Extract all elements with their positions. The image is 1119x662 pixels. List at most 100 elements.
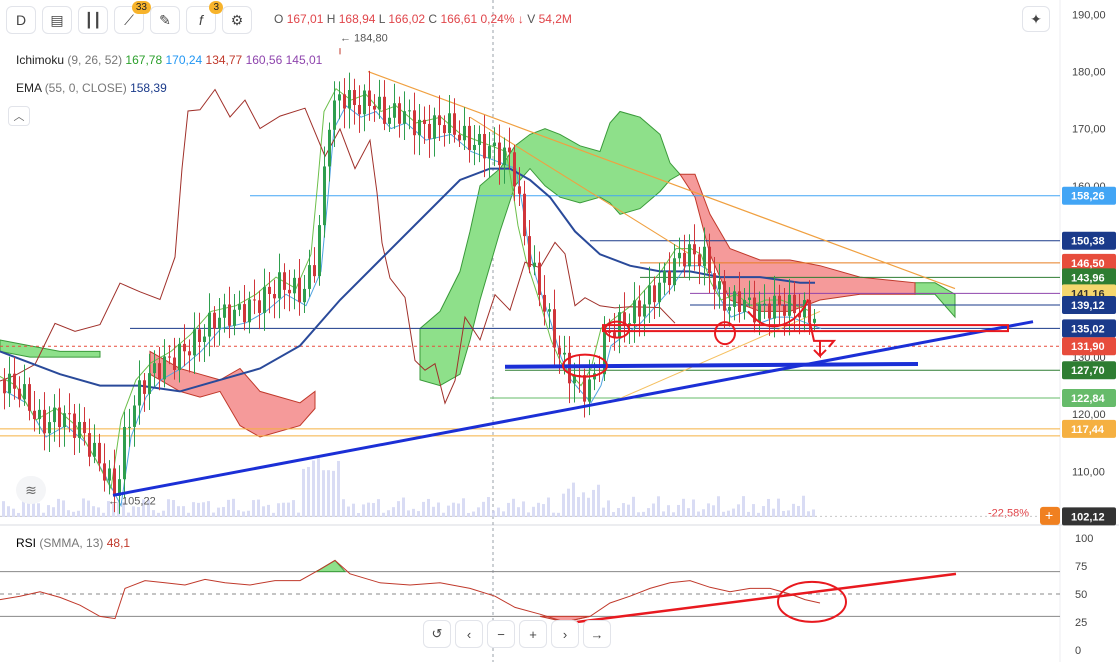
red-arrow-marker bbox=[809, 322, 837, 348]
volume-bar bbox=[217, 507, 220, 517]
descending-trendline-inner bbox=[469, 116, 691, 255]
scroll-left-icon[interactable]: ‹ bbox=[455, 620, 483, 648]
price-label-box bbox=[1062, 319, 1116, 338]
candle-body bbox=[138, 380, 141, 406]
candle-body bbox=[478, 133, 481, 145]
candle-body bbox=[8, 373, 11, 394]
candle-body bbox=[648, 285, 651, 305]
volume-bar bbox=[742, 496, 745, 517]
volume-bar bbox=[482, 501, 485, 517]
volume-bar bbox=[167, 499, 170, 517]
candle-body bbox=[243, 304, 246, 323]
volume-bar bbox=[262, 506, 265, 517]
candle-body bbox=[718, 281, 721, 290]
drawing-icon[interactable]: ✎ bbox=[150, 6, 180, 34]
candle-body bbox=[553, 309, 556, 348]
volume-bar bbox=[137, 507, 140, 517]
chikou-line bbox=[0, 88, 676, 405]
candle-body bbox=[273, 293, 276, 299]
calendar-bar-icon[interactable]: ▤ bbox=[42, 6, 72, 34]
volume-bar bbox=[727, 510, 730, 517]
zoom-out-icon[interactable]: − bbox=[487, 620, 515, 648]
candle-body bbox=[173, 357, 176, 370]
candle-body bbox=[178, 343, 181, 370]
volume-bar bbox=[187, 512, 190, 517]
y-axis-tick-label: 180,00 bbox=[1072, 67, 1106, 79]
collapse-legend-button[interactable]: ︿ bbox=[8, 106, 30, 126]
price-label-box bbox=[1062, 268, 1116, 287]
candle-body bbox=[498, 142, 501, 166]
percent-change-label: -22,58% bbox=[988, 507, 1029, 519]
volume-bar bbox=[367, 502, 370, 517]
timeframe-button[interactable]: D bbox=[6, 6, 36, 34]
settings-sliders-icon[interactable]: ⚙ bbox=[222, 6, 252, 34]
zoom-in-icon[interactable]: + bbox=[519, 620, 547, 648]
red-arrow-marker bbox=[813, 339, 827, 359]
volume-bar bbox=[512, 498, 515, 517]
volume-bar bbox=[312, 460, 315, 517]
candle-body bbox=[673, 258, 676, 286]
volume-bar bbox=[272, 512, 275, 517]
volume-bar bbox=[397, 501, 400, 517]
candle-body bbox=[523, 193, 526, 237]
volume-bar bbox=[242, 511, 245, 517]
candle-body bbox=[633, 300, 636, 324]
candle-body bbox=[158, 363, 161, 380]
candle-body bbox=[298, 277, 301, 303]
volume-bar bbox=[682, 498, 685, 517]
indicators-icon[interactable]: ⟋ 33 bbox=[114, 1, 151, 34]
volume-bar bbox=[722, 511, 725, 517]
candle-body bbox=[768, 303, 771, 319]
low-marker-label: ← 105,22 bbox=[108, 495, 156, 507]
volume-bar bbox=[352, 503, 355, 517]
candle-body bbox=[278, 272, 281, 299]
volume-bar bbox=[307, 466, 310, 517]
sparkle-icon[interactable]: ✦ bbox=[1022, 6, 1050, 32]
candle-body bbox=[538, 262, 541, 295]
rsi-axis-tick-label: 75 bbox=[1075, 561, 1087, 573]
ichimoku-legend[interactable]: Ichimoku (9, 26, 52) 167,78 170,24 134,7… bbox=[16, 53, 323, 67]
candle-body bbox=[543, 294, 546, 312]
volume-bar bbox=[447, 505, 450, 517]
price-label-box bbox=[1062, 361, 1116, 380]
ema-legend[interactable]: EMA (55, 0, CLOSE) 158,39 bbox=[16, 81, 167, 95]
volume-bar bbox=[277, 503, 280, 517]
volume-bar bbox=[462, 498, 465, 517]
volume-bar bbox=[522, 501, 525, 517]
candles-icon[interactable]: ┃┃ bbox=[78, 6, 108, 34]
volume-bar bbox=[772, 508, 775, 517]
candle-body bbox=[168, 356, 171, 358]
candle-body bbox=[58, 407, 61, 428]
ema-line bbox=[0, 167, 815, 393]
ohlc-low: 166,02 bbox=[388, 12, 426, 26]
ohlc-change: 0,24% bbox=[480, 12, 515, 26]
volume-bar bbox=[27, 503, 30, 517]
candle-body bbox=[798, 313, 801, 318]
kumo-green-cloud bbox=[914, 282, 956, 319]
candle-body bbox=[308, 265, 311, 289]
volume-bar bbox=[212, 512, 215, 517]
candle-body bbox=[443, 125, 446, 134]
price-label: 122,84 bbox=[1071, 393, 1106, 405]
scroll-right-icon[interactable]: › bbox=[551, 620, 579, 648]
candle-body bbox=[223, 304, 226, 318]
reset-icon[interactable]: ↺ bbox=[423, 620, 451, 648]
candle-body bbox=[313, 265, 316, 277]
price-label-box bbox=[1062, 296, 1116, 315]
volume-bar bbox=[717, 496, 720, 517]
candle-body bbox=[48, 422, 51, 434]
y-axis-tick-label: 190,00 bbox=[1072, 9, 1106, 21]
candle-body bbox=[613, 332, 616, 339]
candle-body bbox=[283, 272, 286, 290]
go-latest-icon[interactable]: → bbox=[583, 620, 611, 648]
candle-body bbox=[433, 115, 436, 139]
volume-bar bbox=[282, 502, 285, 517]
volume-bar bbox=[7, 506, 10, 517]
volume-bar bbox=[357, 512, 360, 517]
rsi-legend[interactable]: RSI (SMMA, 13) 48,1 bbox=[16, 536, 131, 550]
candle-body bbox=[693, 244, 696, 255]
volume-bar bbox=[437, 502, 440, 517]
candle-body bbox=[463, 125, 466, 141]
